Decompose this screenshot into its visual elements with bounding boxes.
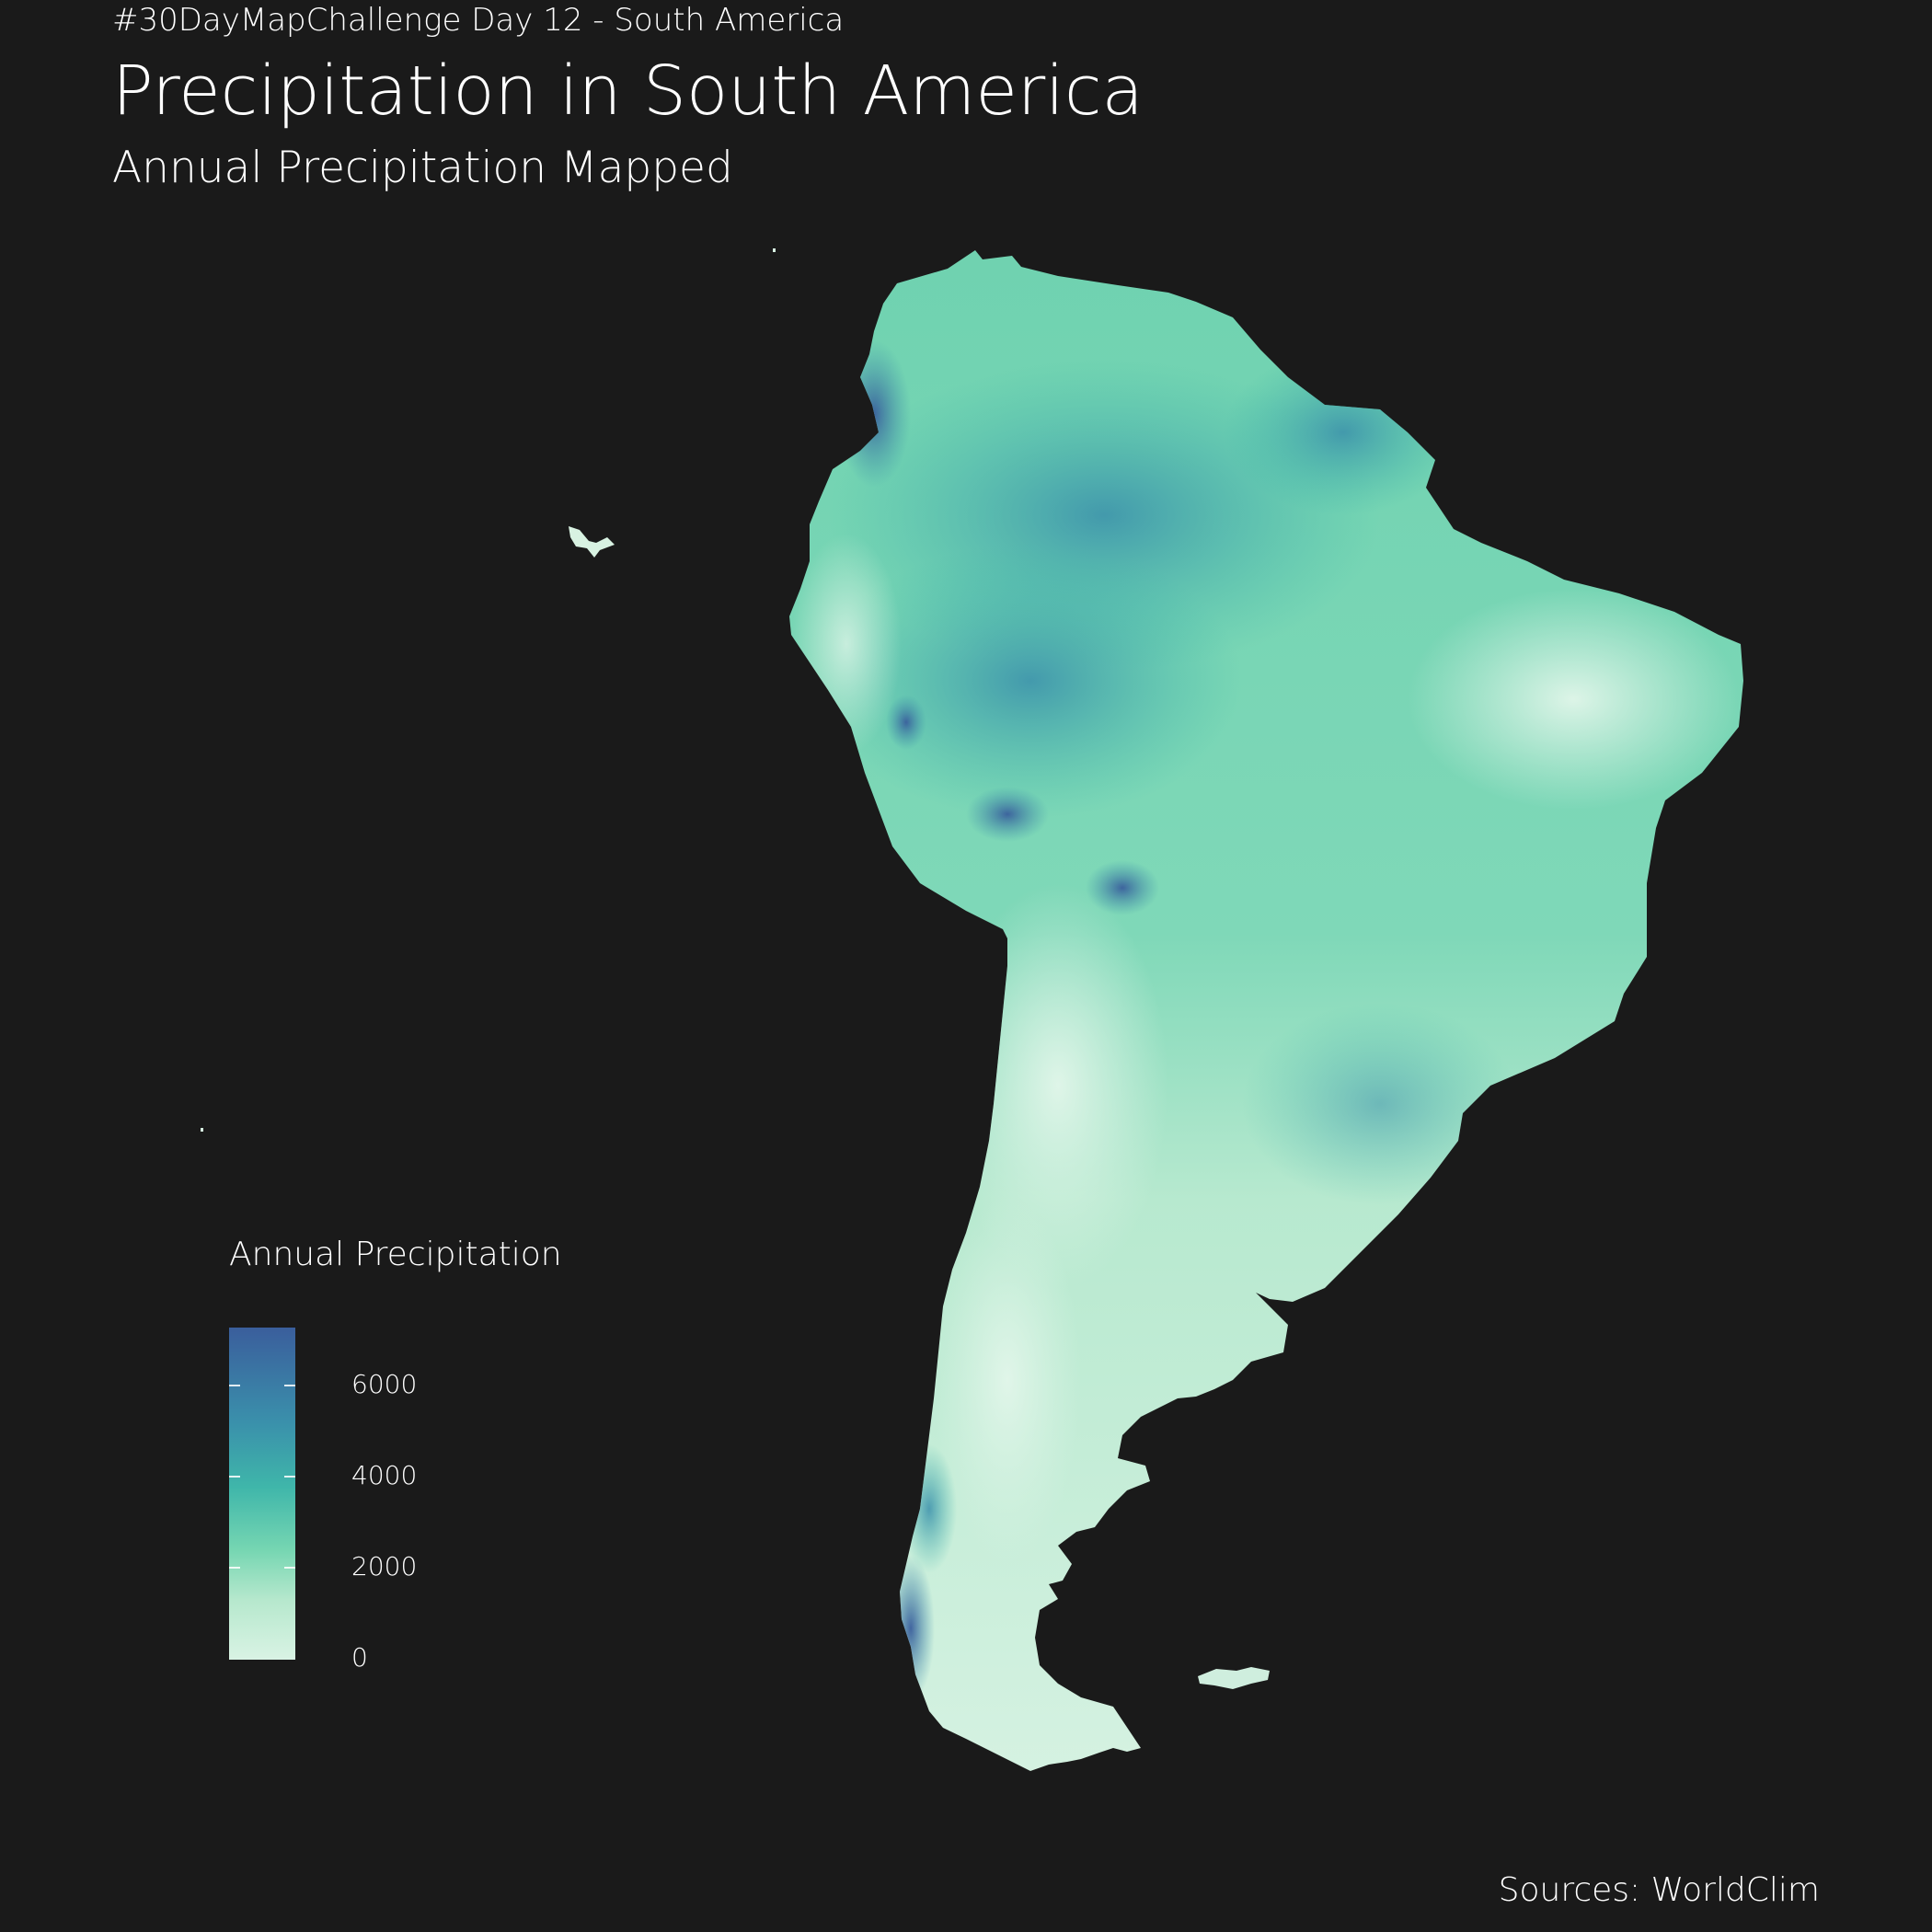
legend-colorbar bbox=[229, 1328, 295, 1660]
legend-tick bbox=[229, 1385, 240, 1386]
challenge-label: #30DayMapChallenge Day 12 - South Americ… bbox=[112, 2, 845, 39]
island-dot bbox=[201, 1128, 203, 1132]
island-dot bbox=[773, 248, 776, 252]
map-title: Precipitation in South America bbox=[112, 52, 1144, 131]
legend-tick bbox=[229, 1567, 240, 1569]
continent-raster bbox=[789, 250, 1743, 1771]
island-falklands bbox=[1198, 1667, 1270, 1689]
legend-tick bbox=[284, 1567, 295, 1569]
legend-tick-label: 2000 bbox=[351, 1551, 418, 1581]
legend-tick bbox=[284, 1385, 295, 1386]
map-subtitle: Annual Precipitation Mapped bbox=[112, 143, 733, 193]
legend-tick-label: 6000 bbox=[351, 1369, 418, 1399]
source-caption: Sources: WorldClim bbox=[1498, 1871, 1820, 1909]
island-galapagos bbox=[569, 526, 615, 558]
legend-tick-label: 0 bbox=[351, 1642, 368, 1673]
legend-tick-label: 4000 bbox=[351, 1460, 418, 1490]
legend-tick bbox=[229, 1476, 240, 1478]
legend-title: Annual Precipitation bbox=[229, 1236, 562, 1273]
legend-tick bbox=[284, 1476, 295, 1478]
